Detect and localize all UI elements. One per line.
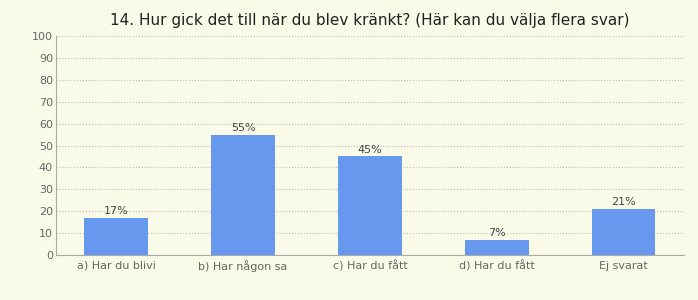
Bar: [84, 218, 148, 255]
Title: 14. Hur gick det till när du blev kränkt? (Här kan du välja flera svar): 14. Hur gick det till när du blev kränkt…: [110, 13, 630, 28]
Text: 45%: 45%: [357, 145, 383, 155]
Text: 7%: 7%: [488, 228, 506, 238]
Text: 55%: 55%: [231, 123, 255, 133]
Bar: [592, 209, 655, 255]
Bar: [465, 240, 528, 255]
Bar: [211, 134, 275, 255]
Text: 17%: 17%: [104, 206, 128, 216]
Bar: [339, 156, 401, 255]
Text: 21%: 21%: [611, 197, 636, 207]
